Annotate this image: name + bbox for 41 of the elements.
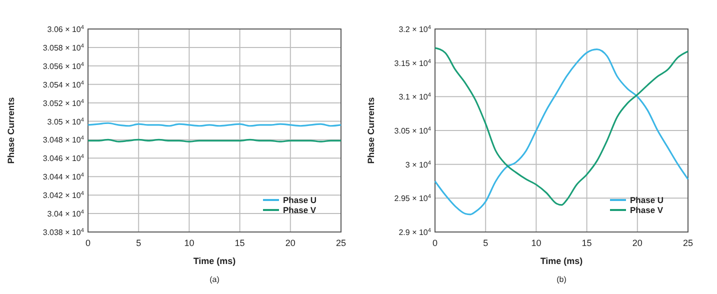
text: (a) xyxy=(210,275,220,284)
x-axis-title: Time (ms) xyxy=(540,256,583,266)
x-axis-title: Time (ms) xyxy=(193,256,236,266)
y-tick-label: 3 × 10$^{4}$ xyxy=(405,160,431,170)
y-tick-label: 3.15 × 10$^{4}$ xyxy=(394,58,431,68)
y-tick-label: 3.044 × 10$^{4}$ xyxy=(42,172,84,182)
y-tick-label: 3.038 × 10$^{4}$ xyxy=(42,228,84,237)
legend-label: Phase U xyxy=(283,195,317,205)
y-tick-label: 3.05 × 10$^{4}$ xyxy=(47,117,84,126)
x-tick-label: 15 xyxy=(234,238,245,248)
y-tick-label: 3.06 × 10$^{4}$ xyxy=(47,25,84,34)
legend-label: Phase V xyxy=(630,205,664,215)
y-tick-label: 3.058 × 10$^{4}$ xyxy=(42,43,84,52)
y-tick-label: 3.2 × 10$^{4}$ xyxy=(398,25,431,34)
x-tick-label: 10 xyxy=(531,238,542,248)
x-tick-label: 10 xyxy=(184,238,194,248)
x-tick-label: 0 xyxy=(85,238,91,248)
x-tick-label: 20 xyxy=(632,238,642,248)
x-tick-label: 0 xyxy=(432,238,438,248)
y-tick-label: 3.048 × 10$^{4}$ xyxy=(42,136,84,145)
text: (b) xyxy=(556,275,567,284)
y-tick-label: 3.05 × 10$^{4}$ xyxy=(394,126,431,136)
x-tick-label: 20 xyxy=(285,238,296,248)
x-tick-label: 5 xyxy=(483,238,488,248)
y-tick-label: 3.046 × 10$^{4}$ xyxy=(42,154,84,164)
x-tick-label: 5 xyxy=(136,238,142,248)
x-tick-label: 25 xyxy=(336,238,346,248)
legend-label: Phase U xyxy=(630,195,664,205)
y-axis-title: Phase Currents xyxy=(6,97,16,164)
y-tick-label: 2.95 × 10$^{4}$ xyxy=(394,194,431,204)
y-tick-label: 3.042 × 10$^{4}$ xyxy=(42,191,84,200)
y-tick-label: 3.054 × 10$^{4}$ xyxy=(42,80,84,90)
y-axis-title: Phase Currents xyxy=(366,97,376,164)
y-tick-label: 3.04 × 10$^{4}$ xyxy=(47,210,84,219)
y-tick-label: 3.056 × 10$^{4}$ xyxy=(42,62,84,71)
x-tick-label: 25 xyxy=(682,238,694,248)
y-tick-label: 3.1 × 10$^{4}$ xyxy=(398,92,431,102)
y-tick-label: 2.9 × 10$^{4}$ xyxy=(398,228,431,237)
y-tick-label: 3.052 × 10$^{4}$ xyxy=(42,98,84,108)
legend-label: Phase V xyxy=(283,205,316,215)
x-tick-label: 15 xyxy=(582,238,592,248)
